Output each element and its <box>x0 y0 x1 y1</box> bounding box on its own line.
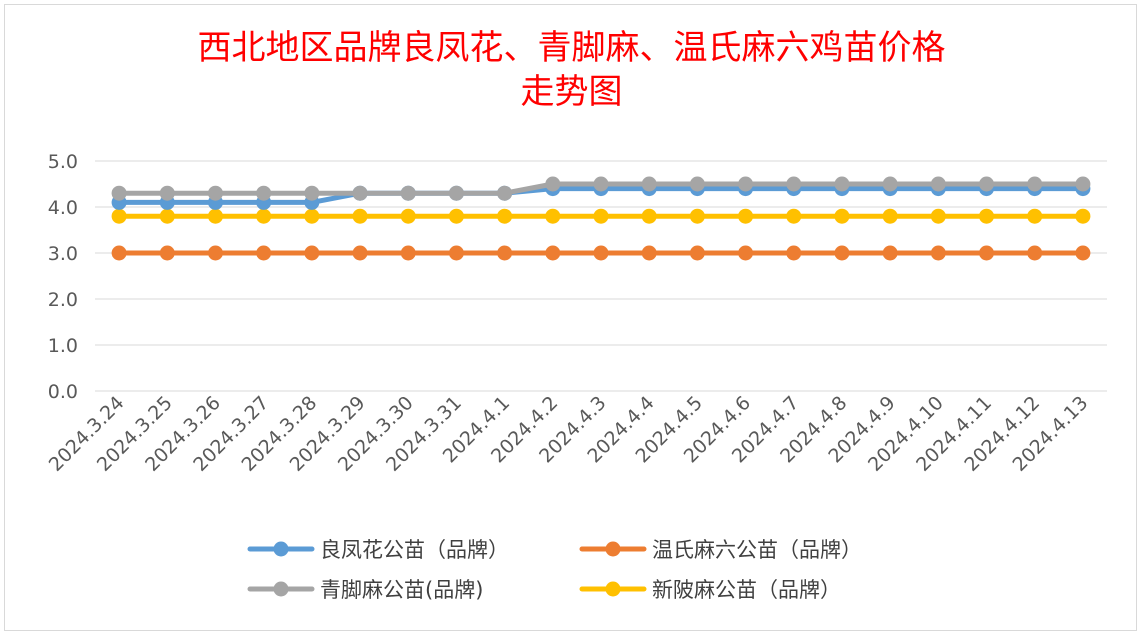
data-point <box>1027 176 1043 192</box>
data-point <box>256 208 272 224</box>
data-point <box>930 176 946 192</box>
data-point <box>545 176 561 192</box>
data-point <box>979 245 995 261</box>
data-point <box>400 185 416 201</box>
data-point <box>1027 208 1043 224</box>
data-point <box>979 208 995 224</box>
y-tick-label: 5.0 <box>48 151 78 173</box>
data-point <box>545 245 561 261</box>
legend-item: 青脚麻公苗(品牌) <box>247 578 483 602</box>
data-point <box>593 208 609 224</box>
data-point <box>979 176 995 192</box>
y-tick-label: 4.0 <box>48 197 78 219</box>
data-point <box>304 185 320 201</box>
data-point <box>352 185 368 201</box>
series-line <box>111 245 1091 261</box>
legend-label: 新陂麻公苗（品牌） <box>652 578 841 602</box>
data-point <box>159 208 175 224</box>
data-point <box>882 245 898 261</box>
data-point <box>111 185 127 201</box>
data-point <box>641 245 657 261</box>
chart-title-line2: 走势图 <box>520 72 623 112</box>
data-point <box>689 208 705 224</box>
legend-marker <box>605 541 621 557</box>
data-point <box>448 208 464 224</box>
data-point <box>497 208 513 224</box>
data-point <box>304 208 320 224</box>
y-axis-ticks: 0.0 1.0 2.0 3.0 4.0 5.0 <box>48 151 78 403</box>
data-point <box>786 245 802 261</box>
data-point <box>786 176 802 192</box>
y-tick-label: 3.0 <box>48 243 78 265</box>
data-point <box>689 176 705 192</box>
data-point <box>207 208 223 224</box>
data-point <box>786 208 802 224</box>
data-point <box>256 245 272 261</box>
data-point <box>930 245 946 261</box>
data-point <box>352 208 368 224</box>
y-tick-label: 1.0 <box>48 335 78 357</box>
legend: 良凤花公苗（品牌） 温氏麻六公苗（品牌） 青脚麻公苗(品牌) 新陂麻公苗（品牌） <box>247 538 862 602</box>
data-point <box>1075 176 1091 192</box>
data-point <box>834 176 850 192</box>
data-point <box>207 185 223 201</box>
data-point <box>930 208 946 224</box>
data-point <box>593 176 609 192</box>
data-point <box>1027 245 1043 261</box>
data-point <box>882 176 898 192</box>
data-point <box>641 208 657 224</box>
legend-item: 新陂麻公苗（品牌） <box>579 578 841 602</box>
data-point <box>1075 208 1091 224</box>
data-point <box>497 185 513 201</box>
data-point <box>400 245 416 261</box>
chart-area[interactable] <box>4 4 1137 631</box>
data-point <box>497 245 513 261</box>
chart-title-line1: 西北地区品牌良凤花、青脚麻、温氏麻六鸡苗价格 <box>197 28 946 68</box>
data-point <box>593 245 609 261</box>
series-line <box>111 208 1091 224</box>
legend-item: 温氏麻六公苗（品牌） <box>579 538 862 562</box>
legend-item: 良凤花公苗（品牌） <box>247 538 509 562</box>
data-point <box>159 185 175 201</box>
legend-label: 温氏麻六公苗（品牌） <box>652 538 862 562</box>
data-point <box>448 185 464 201</box>
data-point <box>882 208 898 224</box>
legend-label: 青脚麻公苗(品牌) <box>320 578 483 602</box>
data-point <box>256 185 272 201</box>
data-point <box>738 245 754 261</box>
x-axis-ticks: 2024.3.242024.3.252024.3.262024.3.272024… <box>45 392 1093 476</box>
data-point <box>448 245 464 261</box>
data-point <box>400 208 416 224</box>
legend-label: 良凤花公苗（品牌） <box>320 538 509 562</box>
data-point <box>1075 245 1091 261</box>
data-point <box>352 245 368 261</box>
series-line <box>111 176 1091 201</box>
data-point <box>159 245 175 261</box>
data-point <box>738 176 754 192</box>
data-point <box>834 245 850 261</box>
y-tick-label: 2.0 <box>48 289 78 311</box>
data-point <box>545 208 561 224</box>
data-point <box>834 208 850 224</box>
data-point <box>111 245 127 261</box>
data-point <box>689 245 705 261</box>
legend-marker <box>273 541 289 557</box>
legend-marker <box>273 581 289 597</box>
data-point <box>641 176 657 192</box>
data-point <box>207 245 223 261</box>
plot-series <box>111 176 1091 261</box>
y-tick-label: 0.0 <box>48 381 78 403</box>
legend-marker <box>605 581 621 597</box>
data-point <box>111 208 127 224</box>
chart-title: 西北地区品牌良凤花、青脚麻、温氏麻六鸡苗价格 走势图 <box>0 26 1143 114</box>
data-point <box>304 245 320 261</box>
data-point <box>738 208 754 224</box>
